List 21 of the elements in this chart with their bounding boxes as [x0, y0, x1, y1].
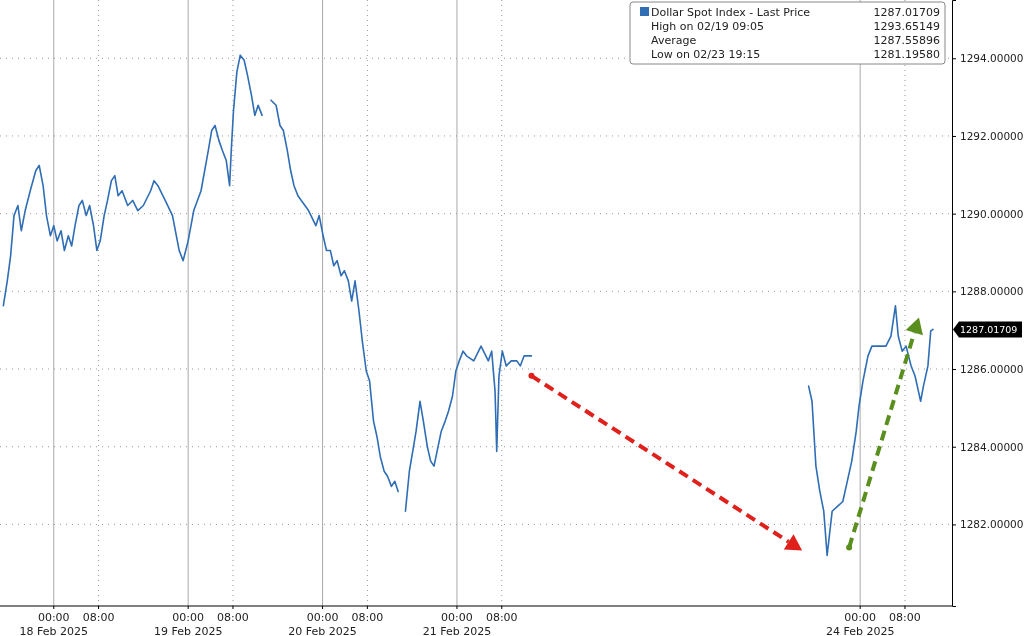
annotation: 1287.55896 [873, 34, 940, 47]
y-tick-label: 1292.00000 [960, 129, 1024, 142]
annotation: High on 02/19 09:05 [651, 20, 764, 33]
text: 1287.01709 [960, 324, 1018, 336]
x-tick-label: 08:00 [889, 611, 921, 624]
annotation: Average [651, 34, 697, 47]
y-tick-label: 1282.00000 [960, 518, 1024, 531]
y-tick-label: 1284.00000 [960, 440, 1024, 453]
x-tick-label: 08:00 [82, 611, 115, 624]
x-tick-label: 08:00 [485, 611, 518, 624]
x-tick-label: 08:00 [351, 611, 384, 624]
y-tick-label: 1286.00000 [960, 362, 1024, 375]
y-tick-label: 1294.00000 [960, 52, 1024, 65]
annotation: 1287.01709 [873, 6, 940, 19]
annotation: 1293.65149 [873, 20, 940, 33]
annotation: Low on 02/23 19:15 [651, 48, 761, 61]
y-tick-label: 1288.00000 [960, 285, 1024, 298]
x-tick-label: 08:00 [217, 611, 249, 624]
y-tick-label: 1290.00000 [960, 207, 1024, 220]
legend-label: Dollar Spot Index - Last Price [651, 6, 811, 19]
annotation: 1281.19580 [873, 48, 940, 61]
